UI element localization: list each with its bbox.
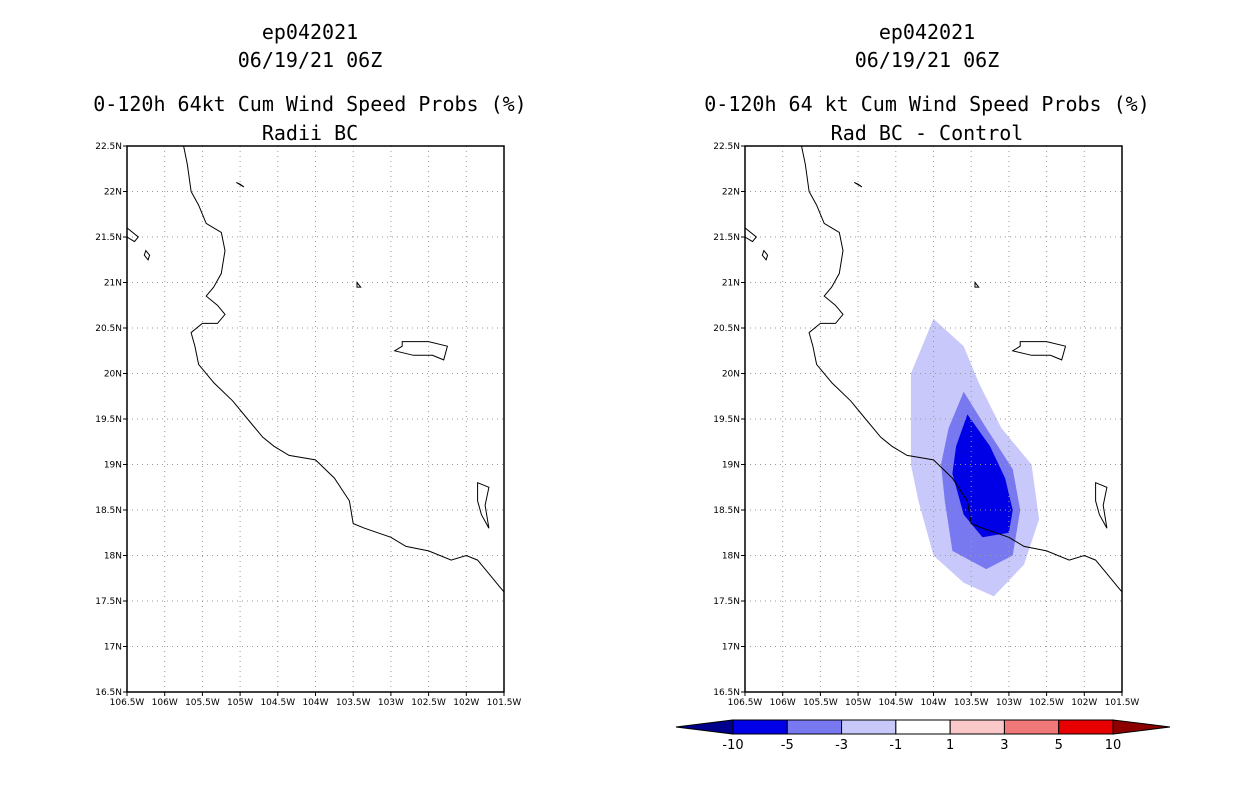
lon-tick-label: 102W — [453, 698, 479, 708]
panel2-title-storm: ep042021 — [878, 20, 976, 44]
lon-tick-label: 106W — [770, 698, 796, 708]
island-outline-5 — [477, 481, 490, 529]
colorbar-label: -3 — [835, 738, 848, 753]
island-outline-1 — [143, 249, 151, 261]
lon-tick-label: 102.5W — [411, 698, 446, 708]
island-outline-3 — [356, 281, 362, 288]
coastline — [183, 145, 505, 593]
lat-tick-label: 20.5N — [713, 324, 740, 334]
lat-tick-label: 21.5N — [95, 233, 122, 243]
lon-tick-label: 104.5W — [260, 698, 295, 708]
panel2-title-subtitle: Rad BC - Control — [830, 121, 1024, 145]
colorbar-label: -5 — [781, 738, 794, 753]
lat-tick-label: 19.5N — [713, 415, 740, 425]
island-outline-5 — [1095, 481, 1108, 529]
lon-tick-label: 104.5W — [878, 698, 913, 708]
lon-tick-label: 102.5W — [1029, 698, 1064, 708]
lat-tick-label: 19.5N — [95, 415, 122, 425]
lat-tick-label: 18N — [104, 552, 122, 562]
colorbar-label: 5 — [1055, 738, 1063, 753]
colorbar-arrow-right — [1112, 719, 1171, 735]
lon-tick-label: 103.5W — [336, 698, 371, 708]
colorbar-box — [949, 719, 1005, 735]
lon-tick-label: 103W — [996, 698, 1022, 708]
colorbar-box — [1003, 719, 1060, 735]
colorbar-label: 10 — [1105, 738, 1122, 753]
colorbar-box — [1058, 719, 1114, 735]
lat-tick-label: 18.5N — [95, 506, 122, 516]
panel1-title-date: 06/19/21 06Z — [237, 48, 383, 72]
island-outline-4 — [393, 341, 449, 361]
panel2-title-date: 06/19/21 06Z — [854, 48, 1000, 72]
colorbar-box — [841, 719, 897, 735]
lat-tick-label: 17N — [722, 643, 740, 653]
lat-tick-label: 22.5N — [713, 142, 740, 152]
lon-tick-label: 104W — [302, 698, 328, 708]
island-outline-3 — [974, 281, 980, 288]
colorbar-arrow-left — [675, 719, 734, 735]
island-outline-4 — [1011, 341, 1067, 361]
lon-tick-label: 105.5W — [803, 698, 838, 708]
lon-tick-label: 104W — [920, 698, 946, 708]
colorbar-label: -10 — [722, 738, 743, 753]
lat-tick-label: 20.5N — [95, 324, 122, 334]
colorbar-box — [732, 719, 788, 735]
lat-tick-label: 20N — [722, 370, 740, 380]
lat-tick-label: 18N — [722, 552, 740, 562]
island-outline-1 — [761, 249, 769, 261]
colorbar-label: 3 — [1000, 738, 1008, 753]
panel1-title-subtitle: Radii BC — [261, 121, 359, 145]
island-outline-0 — [126, 226, 140, 243]
panel1-title-storm: ep042021 — [261, 20, 359, 44]
lon-tick-label: 105W — [227, 698, 253, 708]
lon-tick-label: 101.5W — [487, 698, 522, 708]
lon-tick-label: 105W — [845, 698, 871, 708]
lon-tick-label: 106.5W — [110, 698, 145, 708]
colorbar-box — [895, 719, 951, 735]
island-outline-0 — [744, 226, 758, 243]
lat-tick-label: 21N — [722, 279, 740, 289]
lat-tick-label: 21.5N — [713, 233, 740, 243]
lat-tick-label: 19N — [722, 461, 740, 471]
lat-tick-label: 21N — [104, 279, 122, 289]
panel1-title-product: 0-120h 64kt Cum Wind Speed Probs (%) — [93, 92, 527, 116]
colorbar: -10 -5 -3 -1 1 3 5 10 — [675, 719, 1171, 753]
panel2-title-product: 0-120h 64 kt Cum Wind Speed Probs (%) — [704, 92, 1150, 116]
lat-tick-label: 22N — [104, 188, 122, 198]
colorbar-label: 1 — [946, 738, 954, 753]
lon-tick-label: 105.5W — [185, 698, 220, 708]
lon-tick-label: 106W — [152, 698, 178, 708]
shaded-region-2 — [952, 414, 1013, 538]
colorbar-label: -1 — [889, 738, 902, 753]
lat-tick-label: 16.5N — [713, 688, 740, 698]
coastline — [801, 145, 1123, 593]
lat-tick-label: 20N — [104, 370, 122, 380]
lat-tick-label: 22N — [722, 188, 740, 198]
lon-tick-label: 101.5W — [1105, 698, 1140, 708]
lat-tick-label: 17.5N — [95, 597, 122, 607]
lat-tick-label: 17N — [104, 643, 122, 653]
lon-tick-label: 103W — [378, 698, 404, 708]
lat-tick-label: 22.5N — [95, 142, 122, 152]
lat-tick-label: 17.5N — [713, 597, 740, 607]
lat-tick-label: 19N — [104, 461, 122, 471]
lon-tick-label: 102W — [1071, 698, 1097, 708]
lat-tick-label: 18.5N — [713, 506, 740, 516]
island-outline-2 — [854, 181, 863, 188]
lon-tick-label: 103.5W — [954, 698, 989, 708]
island-outline-2 — [236, 181, 245, 188]
lat-tick-label: 16.5N — [95, 688, 122, 698]
colorbar-box — [786, 719, 843, 735]
panel-rad-bc-minus-control: 22.5N 22N 21.5N 21N 20.5N 20N 19.5N 19N 18.5N 18N… — [713, 142, 1139, 708]
lon-tick-label: 106.5W — [728, 698, 763, 708]
panel-radii-bc: 22.5N 22N 21.5N 21N 20.5N 20N 19.5N 19N 18.5N 18N… — [95, 142, 521, 708]
